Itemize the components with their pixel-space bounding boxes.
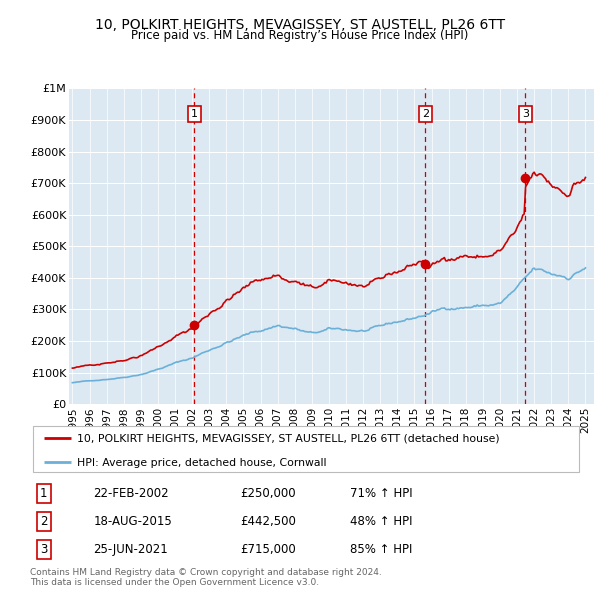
FancyBboxPatch shape	[33, 425, 579, 473]
Text: HPI: Average price, detached house, Cornwall: HPI: Average price, detached house, Corn…	[77, 458, 326, 468]
Text: 1: 1	[191, 109, 198, 119]
Text: 85% ↑ HPI: 85% ↑ HPI	[350, 543, 413, 556]
Text: This data is licensed under the Open Government Licence v3.0.: This data is licensed under the Open Gov…	[30, 578, 319, 587]
Text: 1: 1	[40, 487, 47, 500]
Text: 10, POLKIRT HEIGHTS, MEVAGISSEY, ST AUSTELL, PL26 6TT: 10, POLKIRT HEIGHTS, MEVAGISSEY, ST AUST…	[95, 18, 505, 32]
Text: Contains HM Land Registry data © Crown copyright and database right 2024.: Contains HM Land Registry data © Crown c…	[30, 568, 382, 576]
Text: 3: 3	[522, 109, 529, 119]
Text: £250,000: £250,000	[240, 487, 295, 500]
Text: 3: 3	[40, 543, 47, 556]
Text: 48% ↑ HPI: 48% ↑ HPI	[350, 515, 413, 528]
Text: 18-AUG-2015: 18-AUG-2015	[94, 515, 172, 528]
Text: 25-JUN-2021: 25-JUN-2021	[94, 543, 168, 556]
Text: £715,000: £715,000	[240, 543, 296, 556]
Text: Price paid vs. HM Land Registry’s House Price Index (HPI): Price paid vs. HM Land Registry’s House …	[131, 30, 469, 42]
Text: £442,500: £442,500	[240, 515, 296, 528]
Text: 2: 2	[40, 515, 47, 528]
Text: 22-FEB-2002: 22-FEB-2002	[94, 487, 169, 500]
Text: 71% ↑ HPI: 71% ↑ HPI	[350, 487, 413, 500]
Text: 10, POLKIRT HEIGHTS, MEVAGISSEY, ST AUSTELL, PL26 6TT (detached house): 10, POLKIRT HEIGHTS, MEVAGISSEY, ST AUST…	[77, 434, 500, 444]
Text: 2: 2	[422, 109, 429, 119]
